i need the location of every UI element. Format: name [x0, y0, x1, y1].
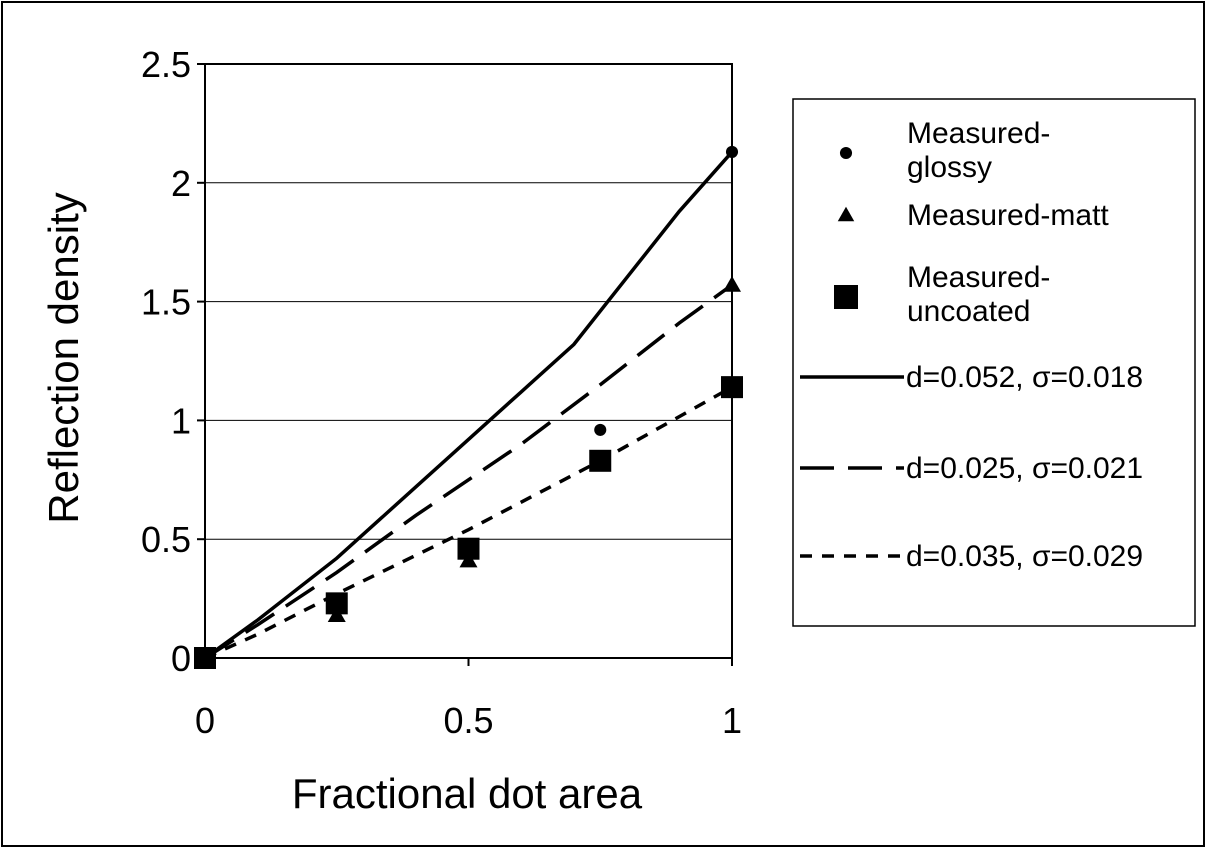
legend-label: d=0.025, σ=0.021 — [906, 452, 1143, 485]
series-layer — [194, 145, 743, 669]
y-axis-title: Reflection density — [40, 192, 87, 524]
x-tick-label: 0 — [195, 700, 215, 741]
data-point-square — [325, 592, 348, 615]
legend-box — [792, 98, 1196, 627]
legend-label: Measured-uncoated — [907, 261, 1050, 328]
data-point-triangle — [723, 275, 741, 292]
x-tick-label: 1 — [722, 700, 742, 741]
legend-item: d=0.035, σ=0.029 — [800, 540, 1143, 573]
legend-label: d=0.052, σ=0.018 — [906, 361, 1143, 394]
data-point-square — [721, 376, 743, 399]
x-tick-label: 0.5 — [443, 700, 493, 741]
legend-symbol-triangle — [837, 206, 855, 222]
y-tick-label: 1 — [171, 400, 191, 441]
legend-item: d=0.025, σ=0.021 — [800, 452, 1143, 485]
y-tick-label: 2.5 — [141, 44, 191, 85]
legend-item: d=0.052, σ=0.018 — [800, 361, 1143, 394]
legend-symbol-circle — [839, 146, 853, 160]
y-tick-label: 1.5 — [141, 282, 191, 323]
data-point-square — [589, 449, 612, 472]
legend-symbol-square — [834, 285, 858, 309]
data-point-square — [457, 537, 480, 560]
series-line — [204, 283, 734, 660]
series-line — [204, 385, 733, 660]
legend-label: Measured-glossy — [907, 117, 1050, 184]
series-line — [203, 150, 734, 660]
legend-label: Measured-matt — [907, 199, 1109, 232]
y-tick-label: 0 — [171, 638, 191, 679]
tick-labels: 0 0.5 1 1.5 2 2.5 0 0.5 1 — [141, 44, 742, 741]
legend-item: Measured-glossy — [839, 117, 1050, 184]
data-point-circle — [594, 423, 607, 436]
legend-item: Measured-matt — [837, 199, 1109, 232]
legend: Measured-glossy Measured-matt Measured-unc… — [792, 98, 1196, 627]
plot-area — [204, 63, 733, 659]
data-point-square — [194, 647, 216, 669]
legend-item: Measured-uncoated — [834, 261, 1050, 328]
y-tick-label: 0.5 — [141, 519, 191, 560]
x-axis-title: Fractional dot area — [292, 770, 643, 817]
gridlines — [205, 182, 732, 540]
y-tick-label: 2 — [171, 163, 191, 204]
data-point-circle — [725, 145, 739, 158]
legend-label: d=0.035, σ=0.029 — [906, 540, 1143, 573]
